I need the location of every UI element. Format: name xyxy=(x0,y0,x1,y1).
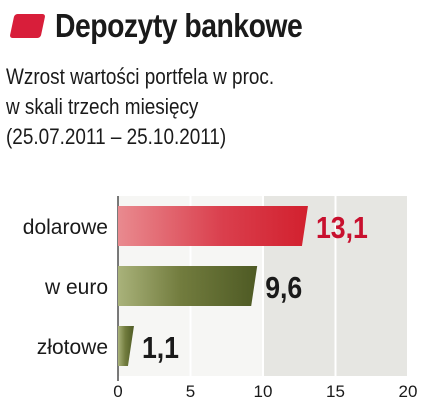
bar xyxy=(118,326,134,366)
category-label: w euro xyxy=(44,276,108,299)
data-label: 13,1 xyxy=(316,211,368,245)
bar xyxy=(118,206,308,246)
subtitle-line-1: Wzrost wartości portfela w proc. xyxy=(6,64,275,89)
bar xyxy=(118,266,258,306)
x-tick-label: 10 xyxy=(254,382,273,401)
chart-subtitle: Wzrost wartości portfela w proc. w skali… xyxy=(6,62,274,152)
x-tick-label: 5 xyxy=(186,382,195,401)
category-label: złotowe xyxy=(37,336,108,359)
x-tick-label: 20 xyxy=(399,382,418,401)
data-label: 9,6 xyxy=(265,271,302,305)
chart-title: Depozyty bankowe xyxy=(55,7,303,44)
subtitle-line-2: w skali trzech miesięcy xyxy=(6,94,199,119)
title-row: Depozyty bankowe xyxy=(0,0,342,52)
category-label: dolarowe xyxy=(23,216,108,239)
x-tick-label: 15 xyxy=(326,382,345,401)
x-tick-label: 0 xyxy=(113,382,122,401)
subtitle-line-3: (25.07.2011 – 25.10.2011) xyxy=(6,124,227,149)
data-label: 1,1 xyxy=(142,331,179,365)
